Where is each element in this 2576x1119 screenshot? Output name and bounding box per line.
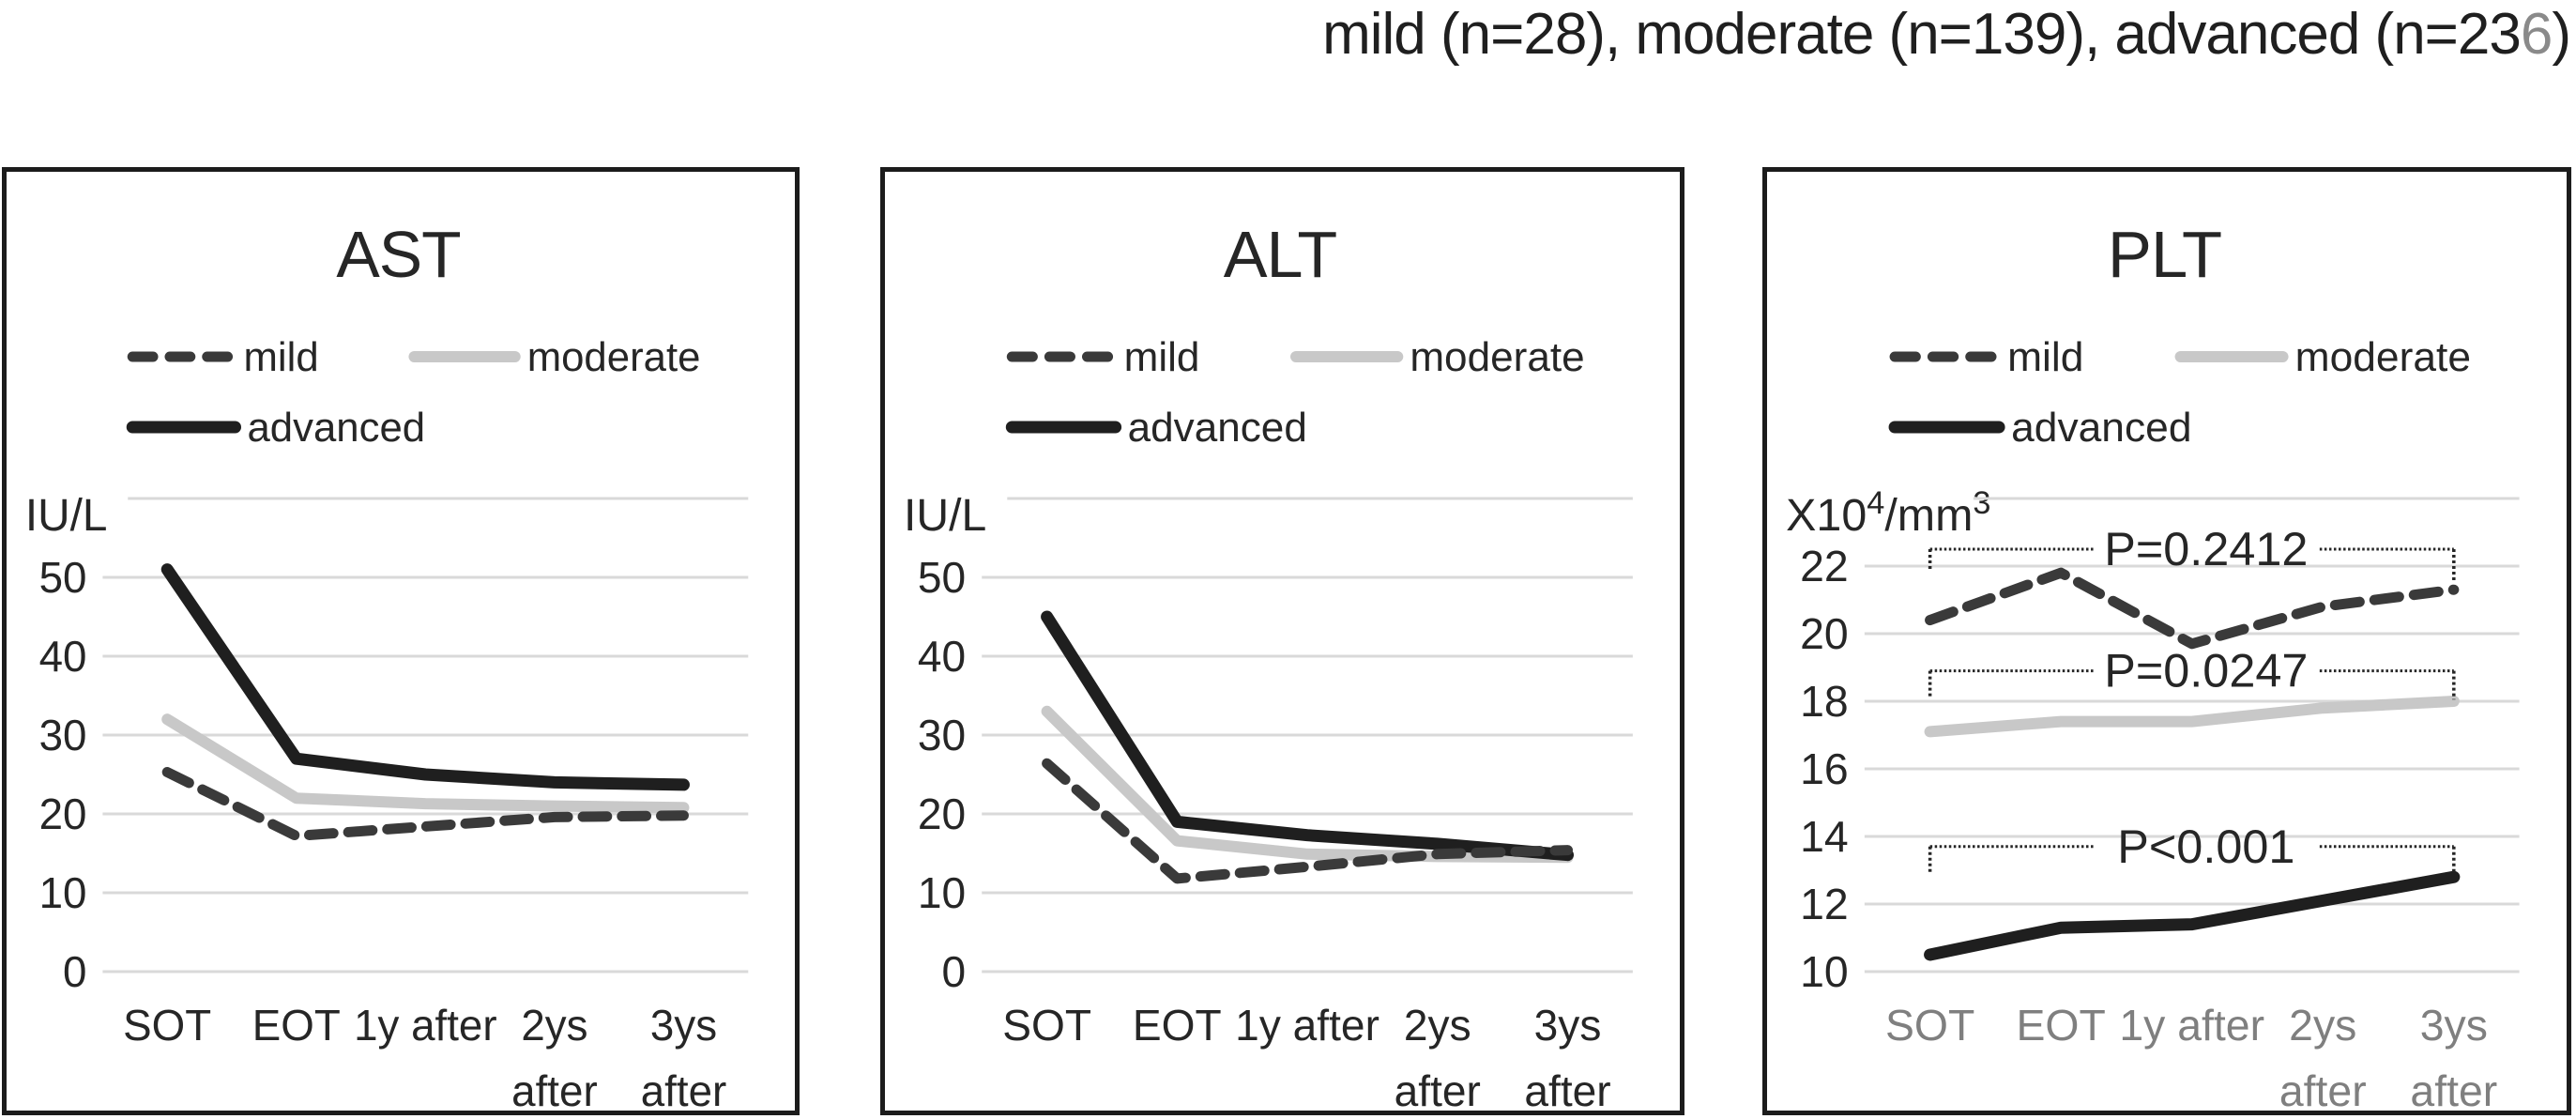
x-tick-label: SOT bbox=[1885, 1001, 1974, 1050]
y-tick-label: 30 bbox=[918, 711, 966, 759]
series-line-advanced bbox=[1041, 610, 1575, 862]
y-tick-label: 10 bbox=[1800, 947, 1849, 996]
x-tick-label: 2ys bbox=[1404, 1001, 1471, 1050]
alt-chart-panel: ALT mild moderate advanced IU/L 0 10 20 30 40 50 SO… bbox=[880, 167, 1684, 1115]
ast-chart-panel: AST mild moderate advanced IU/L 0 10 20 30 40 50 SO… bbox=[2, 167, 800, 1115]
x-tick-label: 2ys bbox=[521, 1001, 587, 1050]
x-tick-label: after bbox=[511, 1066, 597, 1111]
figure-title: mild (n=28), moderate (n=139), advanced … bbox=[1322, 0, 2571, 75]
y-tick-label: 16 bbox=[1800, 744, 1849, 793]
legend-label-advanced: advanced bbox=[1128, 405, 1307, 451]
y-tick-label: 0 bbox=[942, 947, 967, 996]
y-tick-label: 50 bbox=[918, 553, 966, 602]
y-tick-label: 10 bbox=[39, 868, 87, 917]
plt-chart-panel: PLT mild moderate advanced X104/mm3 10 12 14 16 1… bbox=[1762, 167, 2571, 1115]
y-tick-label: 18 bbox=[1800, 677, 1849, 726]
chart-title: PLT bbox=[2108, 217, 2221, 291]
series-line-mild bbox=[1925, 567, 2460, 650]
legend-label-advanced: advanced bbox=[247, 405, 425, 451]
x-tick-label: 2ys bbox=[2289, 1001, 2356, 1050]
x-tick-label: after bbox=[1524, 1066, 1610, 1111]
series-line-moderate bbox=[161, 713, 690, 814]
x-tick-label: 3ys bbox=[2420, 1001, 2488, 1050]
legend-label-moderate: moderate bbox=[2295, 334, 2471, 380]
p-value-label: P<0.001 bbox=[2117, 820, 2294, 873]
x-tick-label: after bbox=[2410, 1066, 2497, 1111]
x-tick-label: after bbox=[641, 1066, 726, 1111]
legend-label-mild: mild bbox=[2007, 334, 2083, 380]
legend-label-moderate: moderate bbox=[527, 334, 701, 380]
series-line-advanced bbox=[160, 563, 690, 791]
figure-title-gray-digit: 6 bbox=[2520, 2, 2553, 67]
y-tick-label: 40 bbox=[918, 632, 966, 681]
series-line-advanced bbox=[1924, 870, 2461, 961]
y-tick-label: 50 bbox=[39, 553, 87, 602]
ast-chart: AST mild moderate advanced IU/L 0 10 20 30 40 50 SO… bbox=[25, 218, 749, 1111]
x-tick-label: 1y after bbox=[354, 1001, 496, 1050]
x-tick-label: SOT bbox=[123, 1001, 211, 1050]
x-tick-label: 3ys bbox=[1534, 1001, 1602, 1050]
x-tick-label: EOT bbox=[252, 1001, 341, 1050]
y-tick-label: 20 bbox=[39, 789, 87, 838]
legend-label-advanced: advanced bbox=[2011, 405, 2191, 451]
y-tick-label: 0 bbox=[63, 947, 86, 996]
x-tick-label: 1y after bbox=[1235, 1001, 1379, 1050]
legend-label-mild: mild bbox=[243, 334, 318, 380]
series-line-moderate bbox=[1924, 696, 2460, 738]
alt-chart: ALT mild moderate advanced IU/L 0 10 20 30 40 50 SO… bbox=[904, 218, 1633, 1111]
y-tick-label: 30 bbox=[39, 711, 87, 759]
legend-label-mild: mild bbox=[1124, 334, 1200, 380]
x-tick-label: after bbox=[2279, 1066, 2367, 1111]
p-value-label: P=0.2412 bbox=[2104, 523, 2308, 575]
x-tick-label: after bbox=[1395, 1066, 1481, 1111]
y-tick-label: 14 bbox=[1800, 812, 1849, 861]
chart-title: AST bbox=[336, 218, 461, 291]
legend-label-moderate: moderate bbox=[1410, 334, 1584, 380]
y-tick-label: 20 bbox=[1800, 609, 1849, 658]
y-tick-label: 10 bbox=[918, 868, 966, 917]
y-tick-label: 40 bbox=[39, 632, 87, 681]
y-axis-unit-label: IU/L bbox=[904, 491, 986, 541]
y-axis-unit-label: X104/mm3 bbox=[1786, 485, 1990, 541]
y-axis-unit-label: IU/L bbox=[25, 491, 107, 541]
p-value-label: P=0.0247 bbox=[2104, 645, 2308, 697]
plt-chart: PLT mild moderate advanced X104/mm3 10 12 14 16 1… bbox=[1786, 217, 2520, 1111]
series-line-mild bbox=[1042, 758, 1574, 884]
y-tick-label: 20 bbox=[918, 789, 966, 838]
x-tick-label: SOT bbox=[1002, 1001, 1091, 1050]
x-tick-label: 1y after bbox=[2119, 1001, 2264, 1050]
y-tick-label: 12 bbox=[1800, 880, 1849, 928]
x-tick-label: EOT bbox=[2017, 1001, 2106, 1050]
figure-title-text: mild (n=28), moderate (n=139), advanced … bbox=[1322, 2, 2522, 67]
figure-title-paren: ) bbox=[2552, 2, 2571, 67]
y-tick-label: 22 bbox=[1800, 542, 1849, 590]
x-tick-label: 3ys bbox=[650, 1001, 717, 1050]
series-line-mild bbox=[161, 767, 689, 841]
chart-title: ALT bbox=[1224, 218, 1337, 291]
x-tick-label: EOT bbox=[1133, 1001, 1222, 1050]
